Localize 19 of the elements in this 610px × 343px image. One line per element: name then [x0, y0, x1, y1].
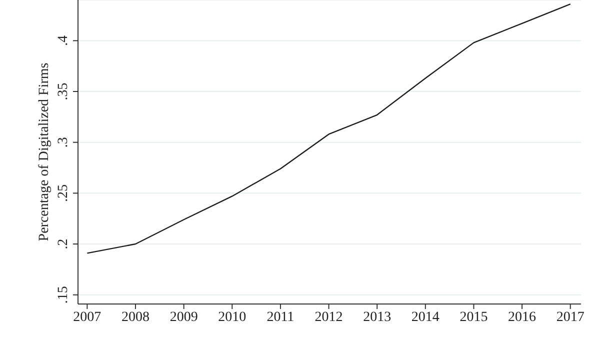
y-axis-title: Percentage of Digitalized Firms	[36, 62, 52, 242]
x-tick-label: 2012	[314, 310, 343, 325]
x-tick-label: 2017	[556, 310, 584, 325]
x-tick-label: 2009	[170, 310, 198, 325]
y-tick-label: .15	[56, 286, 71, 304]
line-series	[86, 3, 571, 254]
x-tick-label: 2011	[266, 310, 294, 325]
x-tick-label: 2007	[73, 310, 102, 325]
y-tick-label: .2	[56, 238, 71, 250]
y-tick-label: .4	[56, 35, 71, 46]
x-tick-label: 2015	[460, 310, 488, 325]
x-tick-label: 2014	[411, 310, 440, 325]
x-tick-label: 2016	[508, 310, 536, 325]
y-tick-label: .3	[56, 137, 71, 148]
x-tick-label: 2008	[122, 310, 150, 325]
y-tick-label: .25	[56, 184, 71, 202]
x-tick-label: 2013	[363, 310, 392, 325]
x-tick-label: 2010	[218, 310, 246, 325]
y-tick-label: .35	[56, 82, 71, 100]
